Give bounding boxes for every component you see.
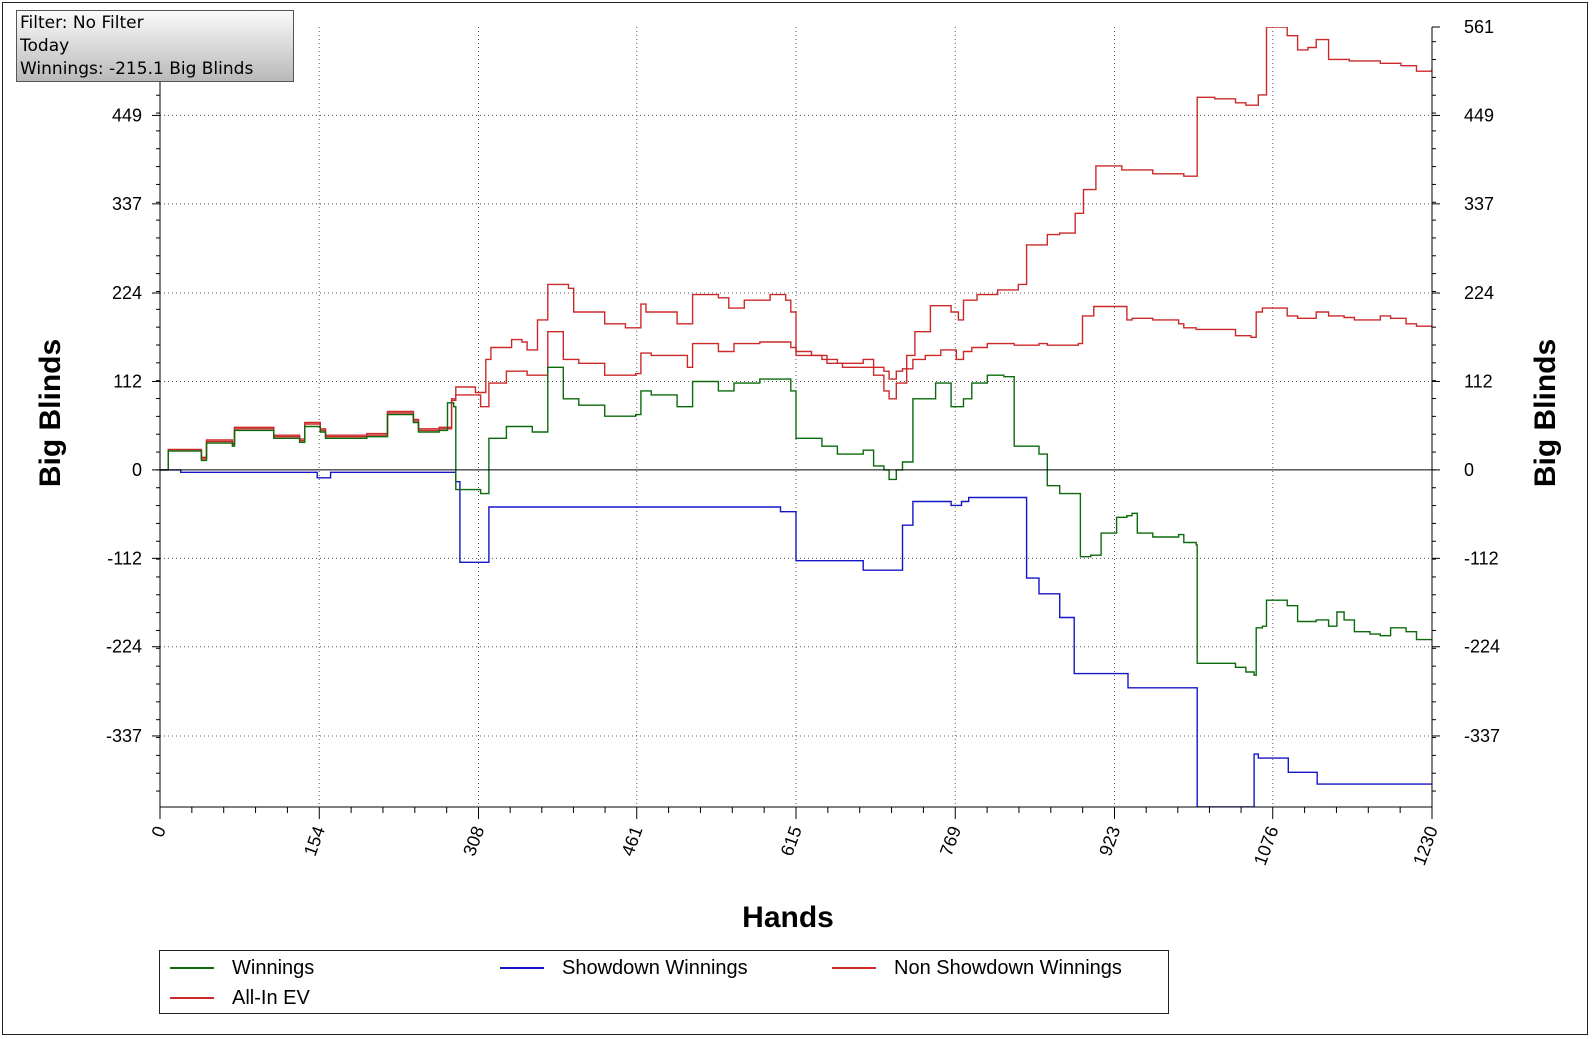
legend-item-showdown: Showdown Winnings <box>500 955 748 981</box>
y-tick-label-right: 337 <box>1464 194 1494 214</box>
y-tick-label-left: -112 <box>107 548 142 568</box>
y-axis-title-right: Big Blinds <box>1529 339 1562 487</box>
grid <box>160 27 1432 807</box>
x-tick-label: 308 <box>459 824 488 859</box>
x-tick-label: 1076 <box>1250 824 1282 868</box>
winnings-summary: Winnings: -215.1 Big Blinds <box>20 59 254 79</box>
x-tick-label: 769 <box>936 824 965 859</box>
y-tick-label-right: 0 <box>1464 460 1474 480</box>
y-tick-label-right: -337 <box>1464 726 1500 746</box>
x-tick-label: 1230 <box>1409 824 1441 868</box>
y-tick-label-right: -112 <box>1464 548 1499 568</box>
y-tick-label-left: 0 <box>132 460 142 480</box>
legend-swatch-showdown <box>500 967 544 969</box>
legend-swatch-non-showdown <box>832 967 876 969</box>
filter-label: Filter: No Filter <box>20 13 144 33</box>
period-label: Today <box>20 36 70 56</box>
y-tick-label-left: -337 <box>106 726 142 746</box>
legend-label-winnings: Winnings <box>232 956 315 979</box>
y-tick-label-right: -224 <box>1464 637 1500 657</box>
y-tick-label-left: 337 <box>112 194 142 214</box>
y-tick-label-left: 224 <box>112 283 142 303</box>
legend: Winnings Showdown Winnings Non Showdown … <box>159 950 1169 1014</box>
x-tick-label: 0 <box>148 824 170 840</box>
y-axis-title-left: Big Blinds <box>34 339 67 487</box>
legend-swatch-winnings <box>170 967 214 969</box>
legend-item-winnings: Winnings <box>170 955 314 981</box>
y-tick-label-right: 561 <box>1464 17 1494 37</box>
series-non-showdown <box>160 305 1432 471</box>
y-tick-label-left: 112 <box>113 371 142 391</box>
series-showdown <box>160 469 1432 807</box>
legend-label-non-showdown: Non Showdown Winnings <box>894 956 1122 979</box>
x-tick-label: 154 <box>300 824 329 859</box>
legend-label-allin-ev: All-In EV <box>232 986 310 1009</box>
y-tick-label-right: 449 <box>1464 105 1494 125</box>
filter-info-box: Filter: No Filter Today Winnings: -215.1… <box>16 10 294 82</box>
y-tick-label-right: 224 <box>1464 283 1494 303</box>
legend-label-showdown: Showdown Winnings <box>562 956 748 979</box>
legend-item-non-showdown: Non Showdown Winnings <box>832 955 1122 981</box>
legend-swatch-allin-ev <box>170 997 214 999</box>
y-tick-label-left: 449 <box>112 105 142 125</box>
x-tick-label: 923 <box>1095 824 1124 859</box>
y-tick-label-left: -224 <box>106 637 142 657</box>
x-axis-title: Hands <box>742 901 834 934</box>
x-tick-label: 461 <box>617 824 646 859</box>
series-allin-ev <box>160 27 1432 471</box>
y-tick-label-right: 112 <box>1464 371 1493 391</box>
axes: 0 154 308 461 615 769 923 1076 1230 -337 -224 -112 0… <box>106 17 1500 868</box>
x-tick-label: 615 <box>777 824 806 859</box>
legend-item-allin-ev: All-In EV <box>170 985 310 1011</box>
